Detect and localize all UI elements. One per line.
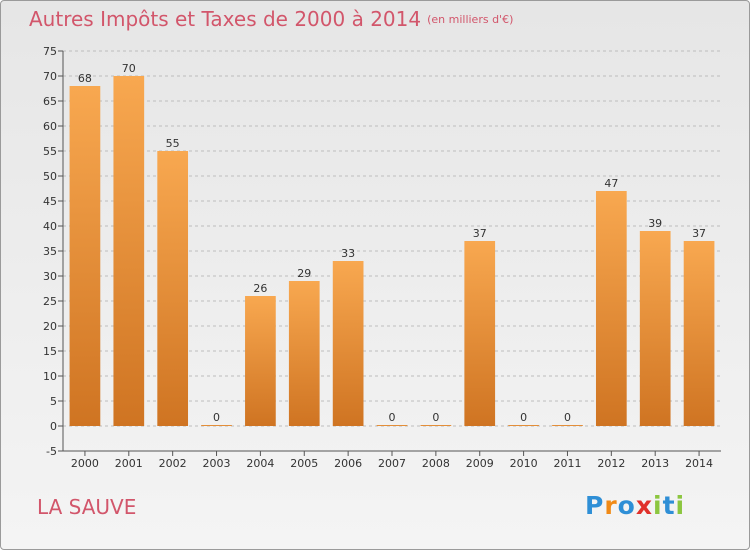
value-label: 26 (253, 282, 267, 295)
chart-title: Autres Impôts et Taxes de 2000 à 2014 (en… (29, 7, 513, 31)
location-label: LA SAUVE (37, 495, 137, 519)
bar (201, 425, 232, 426)
value-label: 0 (213, 411, 220, 424)
value-label: 47 (604, 177, 618, 190)
bar (69, 86, 101, 426)
y-tick-label: 75 (43, 45, 57, 58)
bar (552, 425, 583, 426)
bar (683, 241, 715, 426)
logo-letter: P (585, 491, 605, 520)
y-tick-label: -5 (46, 445, 57, 458)
bar (420, 425, 452, 426)
value-label: 70 (122, 62, 136, 75)
x-tick-label: 2005 (290, 457, 318, 470)
bar (113, 76, 145, 426)
value-label: 37 (692, 227, 706, 240)
value-label: 68 (78, 72, 92, 85)
chart-title-text: Autres Impôts et Taxes de 2000 à 2014 (29, 7, 422, 31)
x-tick-label: 2004 (246, 457, 274, 470)
value-label: 0 (389, 411, 396, 424)
x-tick-label: 2010 (510, 457, 538, 470)
x-tick-label: 2013 (641, 457, 669, 470)
x-tick-label: 2014 (685, 457, 713, 470)
chart-subtitle: (en milliers d'€) (427, 13, 514, 26)
bar (639, 231, 671, 426)
bar (376, 425, 408, 426)
value-label: 0 (432, 411, 439, 424)
y-tick-label: 5 (50, 395, 57, 408)
value-label: 37 (473, 227, 487, 240)
x-tick-label: 2007 (378, 457, 406, 470)
y-tick-label: 15 (43, 345, 57, 358)
x-tick-label: 2003 (203, 457, 231, 470)
y-tick-label: 20 (43, 320, 57, 333)
axis-layer: -5 0 5 10 15 20 25 30 35 40 45 50 55 60 65 70 75 2000 2001… (43, 45, 721, 470)
y-tick-label: 50 (43, 170, 57, 183)
bar (245, 296, 276, 426)
value-label: 0 (520, 411, 527, 424)
y-tick-label: 25 (43, 295, 57, 308)
y-tick-label: 10 (43, 370, 57, 383)
x-tick-label: 2000 (71, 457, 99, 470)
bar (464, 241, 496, 426)
value-label: 33 (341, 247, 355, 260)
logo-letter: r (604, 491, 618, 520)
value-label: 55 (166, 137, 180, 150)
y-tick-label: 65 (43, 95, 57, 108)
x-tick-label: 2001 (115, 457, 143, 470)
logo-letter: i (675, 491, 686, 520)
logo-letter: i (653, 491, 663, 520)
bar (157, 151, 189, 426)
y-tick-label: 30 (43, 270, 57, 283)
x-tick-label: 2009 (466, 457, 494, 470)
bar (508, 425, 539, 426)
bar (288, 281, 320, 426)
logo-letter: o (617, 491, 636, 520)
x-tick-label: 2012 (597, 457, 625, 470)
value-label: 39 (648, 217, 662, 230)
y-tick-label: 40 (43, 220, 57, 233)
value-label: 29 (297, 267, 311, 280)
bar-layer (69, 76, 715, 426)
proxiti-logo[interactable]: Proxiti (585, 491, 685, 520)
value-label: 0 (564, 411, 571, 424)
y-tick-label: 35 (43, 245, 57, 258)
label-layer: 68 70 55 0 26 29 33 0 0 37 0 0 47 39 37 (78, 62, 706, 424)
y-tick-label: 70 (43, 70, 57, 83)
y-tick-label: 55 (43, 145, 57, 158)
x-tick-label: 2008 (422, 457, 450, 470)
x-tick-label: 2002 (159, 457, 187, 470)
y-tick-label: 45 (43, 195, 57, 208)
x-tick-label: 2006 (334, 457, 362, 470)
x-tick-label: 2011 (553, 457, 581, 470)
logo-letter: t (662, 491, 676, 520)
y-tick-label: 60 (43, 120, 57, 133)
y-tick-label: 0 (50, 420, 57, 433)
bar (332, 261, 364, 426)
bar (595, 191, 627, 426)
logo-letter: x (635, 491, 653, 520)
